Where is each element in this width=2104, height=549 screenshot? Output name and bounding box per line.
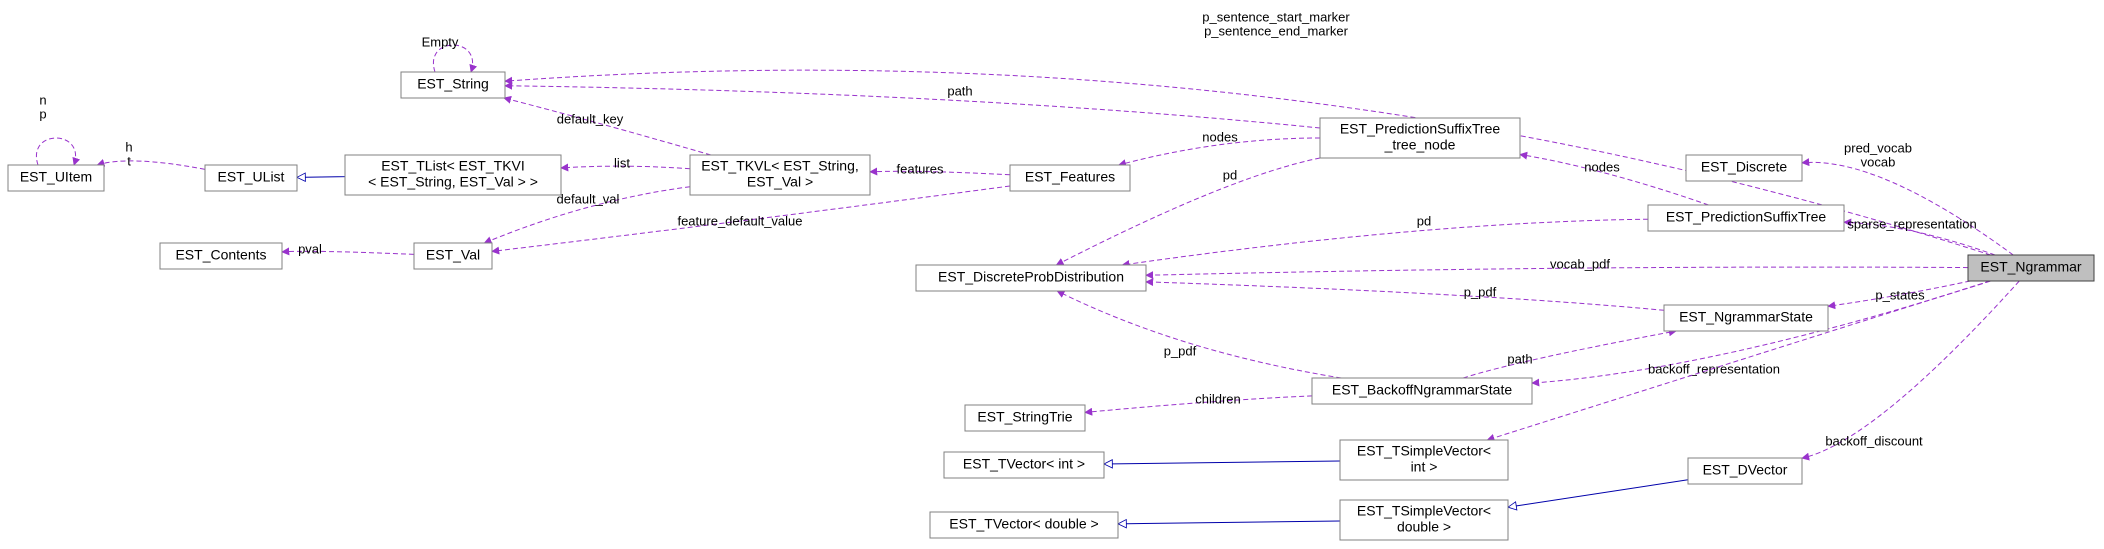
node-EST_TSVdbl[interactable]: EST_TSimpleVector<double >	[1340, 500, 1508, 540]
edge-EST_NState-EST_Discrete	[1146, 282, 1664, 310]
node-label: EST_PredictionSuffixTree	[1340, 121, 1501, 137]
edge-label-29: backoff_discount	[1825, 433, 1923, 448]
node-EST_Backoff[interactable]: EST_BackoffNgrammarState	[1312, 378, 1532, 404]
node-label: double >	[1397, 519, 1451, 535]
node-EST_TList[interactable]: EST_TList< EST_TKVI< EST_String, EST_Val…	[345, 155, 561, 195]
edge-label-24: sparse_representation	[1847, 216, 1976, 231]
node-label: EST_DiscreteProbDistribution	[938, 269, 1124, 285]
node-label: EST_Val >	[747, 174, 813, 190]
edge-label-16: children	[1195, 391, 1241, 406]
edge-label-1: t	[127, 153, 131, 168]
edge-label-26: p_states	[1875, 287, 1925, 302]
node-label: EST_Discrete	[1701, 159, 1788, 175]
node-label: EST_TVector< double >	[949, 516, 1098, 532]
node-EST_TVint[interactable]: EST_TVector< int >	[944, 452, 1104, 478]
node-EST_Discr2[interactable]: EST_Discrete	[1686, 155, 1802, 181]
collaboration-diagram: np ht Empty list default_key default_valpval f…	[0, 0, 2104, 549]
node-label: EST_UList	[218, 169, 285, 185]
edge-label-6: default_val	[557, 191, 620, 206]
node-EST_Ngrammar[interactable]: EST_Ngrammar	[1968, 255, 2094, 281]
edge-label-17: p_pdf	[1164, 343, 1197, 358]
node-label: EST_TSimpleVector<	[1357, 503, 1491, 519]
node-label: EST_UItem	[20, 169, 92, 185]
edge-EST_DVector-EST_TSVdbl	[1508, 480, 1688, 507]
edge-EST_PSTnode-EST_String	[505, 86, 1320, 128]
node-EST_TVdbl[interactable]: EST_TVector< double >	[930, 512, 1118, 538]
edge-label-0: n	[39, 92, 46, 107]
nodes-layer: EST_UItem EST_UList EST_TList< EST_TKVI< E…	[8, 72, 2094, 540]
edge-label-27: backoff_representation	[1648, 361, 1780, 376]
edge-label-7: pval	[298, 241, 322, 256]
node-EST_Features[interactable]: EST_Features	[1010, 165, 1130, 191]
edge-label-1: h	[125, 139, 132, 154]
node-label: EST_Features	[1025, 169, 1115, 185]
edge-label-22: p_sentence_end_marker	[1204, 23, 1348, 38]
edge-label-23: vocab	[1861, 154, 1896, 169]
node-label: < EST_String, EST_Val > >	[368, 174, 538, 190]
node-EST_UList[interactable]: EST_UList	[205, 165, 297, 191]
node-EST_DVector[interactable]: EST_DVector	[1688, 458, 1802, 484]
edge-label-15: p_pdf	[1464, 284, 1497, 299]
edge-label-0: p	[39, 106, 46, 121]
node-label: EST_StringTrie	[977, 409, 1072, 425]
edge-EST_Ngrammar-EST_DVector	[1802, 281, 2019, 458]
node-EST_StringTrie[interactable]: EST_StringTrie	[965, 405, 1085, 431]
node-EST_PST[interactable]: EST_PredictionSuffixTree	[1648, 205, 1844, 231]
node-EST_TKVL[interactable]: EST_TKVL< EST_String,EST_Val >	[690, 155, 870, 195]
edge-EST_Backoff-EST_Discrete	[1057, 291, 1341, 378]
node-EST_Contents[interactable]: EST_Contents	[160, 243, 282, 269]
edge-label-18: path	[1507, 351, 1532, 366]
node-EST_UItem[interactable]: EST_UItem	[8, 165, 104, 191]
node-label: EST_DVector	[1703, 462, 1788, 478]
edge-label-3: Empty	[422, 34, 459, 49]
node-label: _tree_node	[1384, 137, 1456, 153]
node-label: EST_PredictionSuffixTree	[1666, 209, 1827, 225]
node-label: int >	[1411, 459, 1438, 475]
edge-EST_TSVint-EST_TVint	[1104, 461, 1340, 464]
node-EST_String[interactable]: EST_String	[401, 72, 505, 98]
edge-label-14: pd	[1417, 213, 1431, 228]
edge-EST_TList-EST_UList	[297, 177, 346, 178]
node-label: EST_TVector< int >	[963, 456, 1085, 472]
node-label: EST_TKVL< EST_String,	[701, 158, 859, 174]
edge-EST_UList-EST_UItem	[97, 161, 205, 169]
edge-label-22: p_sentence_start_marker	[1202, 9, 1350, 24]
edge-EST_UItem-EST_UItem	[36, 138, 75, 165]
node-EST_NState[interactable]: EST_NgrammarState	[1664, 305, 1828, 331]
edge-label-8: features	[897, 161, 944, 176]
node-label: EST_BackoffNgrammarState	[1332, 382, 1512, 398]
edge-label-9: feature_default_value	[677, 213, 802, 228]
edge-EST_TKVL-EST_String	[504, 98, 711, 155]
edge-label-23: pred_vocab	[1844, 140, 1912, 155]
edge-label-13: nodes	[1584, 159, 1620, 174]
edge-label-11: nodes	[1202, 129, 1238, 144]
node-EST_PSTnode[interactable]: EST_PredictionSuffixTree_tree_node	[1320, 118, 1520, 158]
node-label: EST_TList< EST_TKVI	[381, 158, 525, 174]
node-EST_Discrete[interactable]: EST_DiscreteProbDistribution	[916, 265, 1146, 291]
node-label: EST_NgrammarState	[1679, 309, 1813, 325]
edge-label-25: vocab_pdf	[1550, 256, 1610, 271]
edge-EST_Backoff-EST_NState	[1463, 331, 1676, 378]
node-label: EST_String	[417, 76, 489, 92]
edge-label-12: pd	[1223, 167, 1237, 182]
node-label: EST_Contents	[175, 247, 266, 263]
edge-label-4: list	[614, 155, 630, 170]
node-label: EST_TSimpleVector<	[1357, 443, 1491, 459]
node-label: EST_Ngrammar	[1980, 259, 2081, 275]
node-label: EST_Val	[426, 247, 480, 263]
edge-label-10: path	[947, 83, 972, 98]
node-EST_TSVint[interactable]: EST_TSimpleVector<int >	[1340, 440, 1508, 480]
edge-EST_TSVdbl-EST_TVdbl	[1118, 521, 1340, 524]
node-EST_Val[interactable]: EST_Val	[414, 243, 492, 269]
edge-label-5: default_key	[557, 111, 624, 126]
